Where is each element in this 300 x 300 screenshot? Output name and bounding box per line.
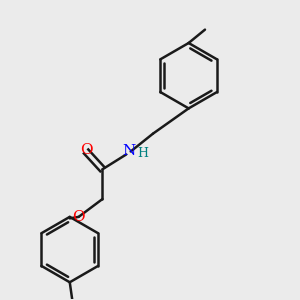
Text: H: H — [138, 147, 149, 161]
Text: N: N — [123, 145, 136, 158]
Text: O: O — [80, 143, 92, 157]
Text: O: O — [72, 210, 85, 224]
